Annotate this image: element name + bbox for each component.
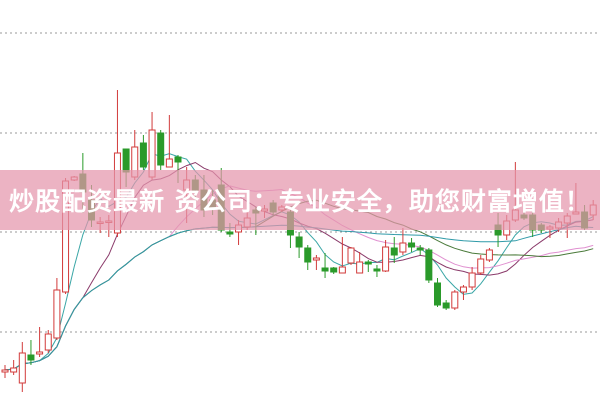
candle-body — [347, 247, 355, 264]
candle-body — [304, 247, 312, 263]
candle-body — [485, 249, 493, 261]
candle-body — [18, 352, 26, 384]
candle-body — [157, 132, 165, 166]
candle-body — [330, 267, 338, 273]
promo-banner: 炒股配资最新 资公司：专业安全，助您财富增值！ — [0, 170, 600, 230]
candle-body — [382, 246, 390, 272]
candle-body — [459, 286, 467, 293]
candle-body — [477, 258, 485, 274]
candle-body — [321, 267, 329, 272]
candle-body — [373, 268, 381, 272]
candle-body — [10, 367, 18, 373]
candle-body — [416, 247, 424, 251]
candle-body — [165, 158, 173, 168]
candle-body — [356, 261, 364, 274]
candle-body — [408, 242, 416, 248]
candle-body — [312, 257, 320, 261]
candle-body — [338, 266, 346, 274]
candle-body — [364, 261, 372, 265]
candle-body — [390, 247, 398, 256]
candle-body — [442, 302, 450, 309]
candle-body — [434, 282, 441, 306]
candle-body — [468, 272, 476, 288]
candle-body — [226, 231, 234, 235]
banner-text: 炒股配资最新 资公司：专业安全，助您财富增值！ — [9, 187, 591, 216]
candle-body — [1, 369, 9, 373]
candle-body — [425, 249, 433, 281]
candle-body — [44, 333, 52, 351]
candle-body — [174, 156, 182, 163]
candle-body — [27, 354, 35, 361]
candle-body — [139, 142, 147, 168]
candle-body — [36, 351, 44, 355]
candle-body — [399, 242, 407, 253]
candle-body — [295, 236, 303, 248]
candle-body — [451, 291, 459, 309]
candle-body — [53, 289, 61, 339]
candle-body — [122, 148, 130, 173]
